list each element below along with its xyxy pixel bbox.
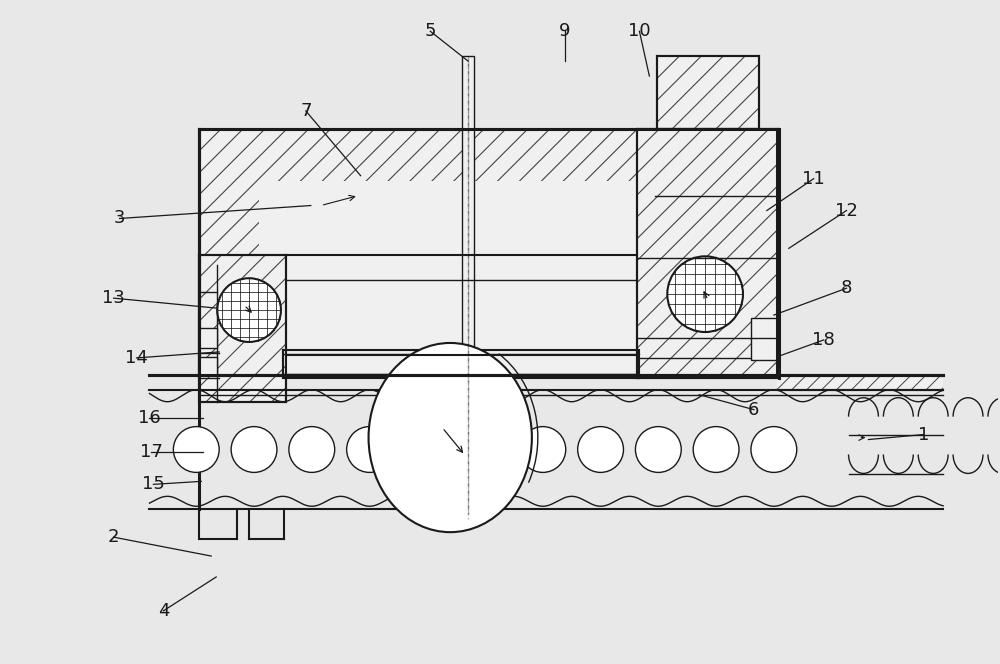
Bar <box>657 56 759 129</box>
Text: 16: 16 <box>138 408 161 427</box>
Text: 5: 5 <box>425 23 436 41</box>
Circle shape <box>578 426 623 472</box>
Circle shape <box>667 256 743 332</box>
Text: 12: 12 <box>835 201 858 220</box>
Bar <box>751 338 777 360</box>
Bar <box>283 350 639 378</box>
Text: 2: 2 <box>108 528 119 546</box>
Bar <box>199 129 777 374</box>
Bar <box>199 328 217 348</box>
Bar <box>199 256 286 402</box>
Text: 13: 13 <box>102 289 125 307</box>
Text: 14: 14 <box>125 349 148 367</box>
Circle shape <box>635 426 681 472</box>
Circle shape <box>404 426 450 472</box>
Circle shape <box>231 426 277 472</box>
Bar <box>751 318 777 340</box>
Text: 6: 6 <box>748 400 760 419</box>
Text: 11: 11 <box>802 169 825 188</box>
Text: 7: 7 <box>300 102 312 120</box>
Circle shape <box>751 426 797 472</box>
Text: 15: 15 <box>142 475 165 493</box>
Text: 4: 4 <box>158 602 169 620</box>
Circle shape <box>217 278 281 342</box>
Text: 9: 9 <box>559 23 570 41</box>
Bar <box>777 374 943 390</box>
Circle shape <box>347 426 392 472</box>
Circle shape <box>462 426 508 472</box>
Bar <box>462 56 474 519</box>
Text: 18: 18 <box>812 331 835 349</box>
Circle shape <box>289 426 335 472</box>
Circle shape <box>520 426 566 472</box>
Text: 10: 10 <box>628 23 651 41</box>
Bar <box>259 181 717 374</box>
Text: 17: 17 <box>140 444 163 461</box>
Text: 8: 8 <box>841 279 852 297</box>
Text: 3: 3 <box>114 209 125 228</box>
Text: 1: 1 <box>918 426 929 444</box>
Circle shape <box>693 426 739 472</box>
Ellipse shape <box>369 343 532 532</box>
Bar <box>637 129 779 378</box>
Bar <box>199 357 217 374</box>
Circle shape <box>173 426 219 472</box>
